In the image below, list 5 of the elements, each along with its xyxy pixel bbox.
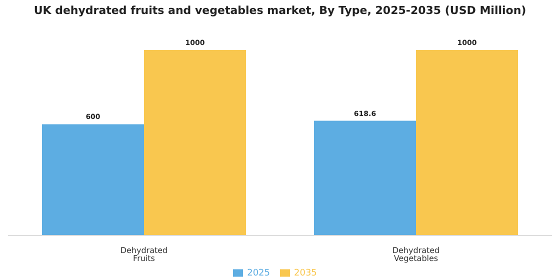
x-tick-label: Dehydrated Fruits [120,246,168,264]
legend-label: 2025 [247,268,270,278]
chart-title: UK dehydrated fruits and vegetables market, By Type, 2025-2035 (USD Million) [32,4,528,17]
x-tick-label: Dehydrated Vegetables [392,246,440,264]
legend-label: 2035 [294,268,317,278]
